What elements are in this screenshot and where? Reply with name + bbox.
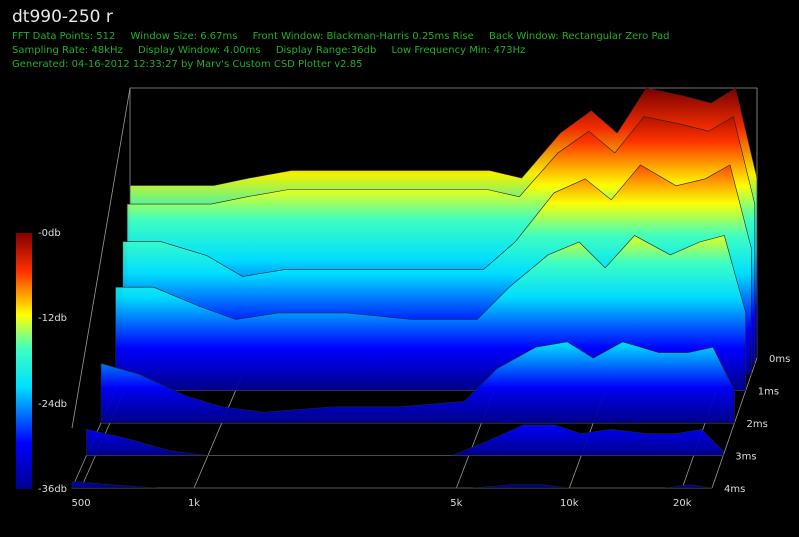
grid-left-upper (71, 87, 131, 429)
info-window-size: Window Size: 6.67ms (130, 31, 238, 42)
x-tick-label: 10k (560, 498, 579, 509)
info-display-window: Display Window: 4.00ms (137, 45, 261, 56)
x-tick-label: 5k (450, 498, 462, 509)
colorbar-labels: -0db -12db -24db -36db (38, 228, 67, 495)
info-fft-points: FFT Data Points: 512 (12, 31, 116, 42)
info-sampling-rate: Sampling Rate: 48kHz (12, 45, 123, 56)
waterfall-slices (71, 87, 758, 489)
time-tick-label: 4ms (724, 484, 745, 495)
colorbar-label-0db: -0db (38, 228, 61, 239)
axis-ticks: 500 1k 5k 10k 20k 0ms 1ms 2ms 3ms 4ms (72, 354, 791, 509)
decay-slice-1ms (115, 235, 747, 391)
time-tick-label: 0ms (769, 354, 790, 365)
time-tick-label: 1ms (758, 387, 779, 398)
colorbar (16, 233, 32, 489)
info-low-freq-min: Low Frequency Min: 473Hz (391, 45, 526, 56)
info-line-3: Generated: 04-16-2012 12:33:27 by Marv's… (12, 59, 374, 70)
colorbar-label-12db: -12db (38, 313, 67, 324)
x-tick-label: 1k (188, 498, 200, 509)
info-back-window: Back Window: Rectangular Zero Pad (488, 31, 670, 42)
info-display-range: Display Range:36db (275, 45, 377, 56)
chart-title: dt990-250 r (12, 7, 113, 27)
info-front-window: Front Window: Blackman-Harris 0.25ms Ris… (252, 31, 474, 42)
info-generated: Generated: 04-16-2012 12:33:27 by Marv's… (12, 59, 363, 70)
colorbar-label-24db: -24db (38, 399, 67, 410)
x-tick-label: 500 (72, 498, 91, 509)
colorbar-label-36db: -36db (38, 484, 67, 495)
decay-slice-4ms (71, 480, 713, 489)
x-tick-label: 20k (673, 498, 692, 509)
info-line-1: FFT Data Points: 512 Window Size: 6.67ms… (12, 31, 682, 42)
time-tick-label: 2ms (747, 419, 768, 430)
decay-slice-2ms (100, 341, 735, 424)
time-tick-label: 3ms (735, 452, 756, 463)
decay-slice-3ms (86, 424, 724, 456)
info-line-2: Sampling Rate: 48kHz Display Window: 4.0… (12, 45, 537, 56)
